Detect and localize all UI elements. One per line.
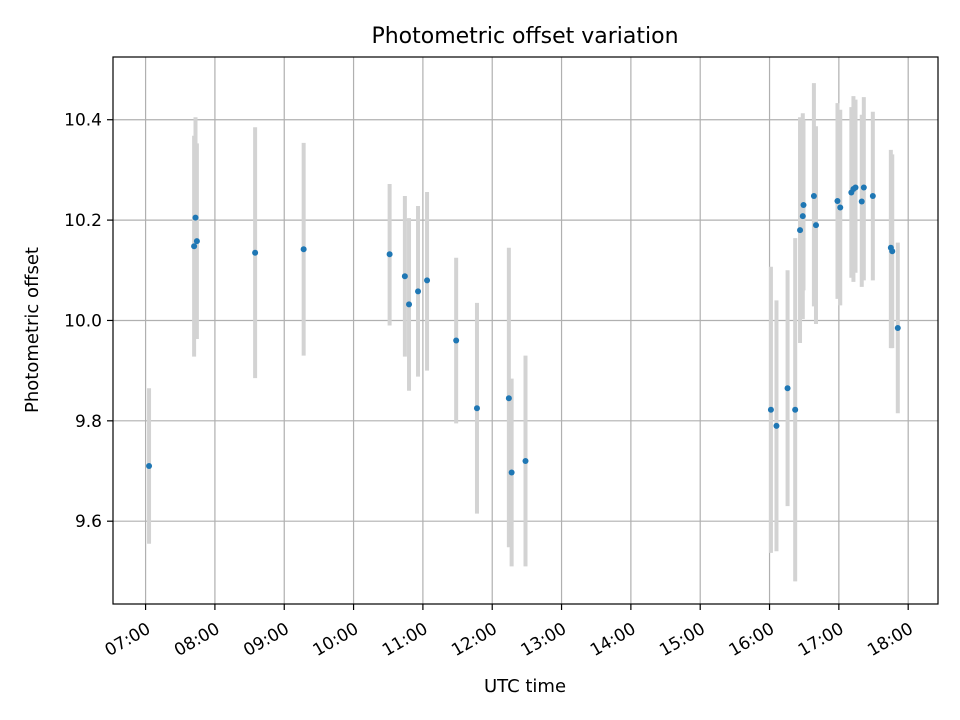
x-tick-label: 08:00 (171, 619, 223, 661)
y-tick-label: 10.4 (64, 111, 102, 131)
data-point (860, 184, 867, 191)
data-point (852, 184, 859, 191)
data-point (300, 246, 307, 253)
x-tick-label: 11:00 (379, 619, 431, 661)
x-tick-label: 15:00 (656, 619, 708, 661)
data-point (797, 227, 804, 234)
data-point (812, 222, 819, 229)
data-point (424, 277, 431, 284)
data-point (889, 248, 896, 255)
y-axis-label: Photometric offset (22, 247, 43, 413)
x-axis-label: UTC time (484, 676, 566, 697)
error-bars (147, 83, 900, 582)
x-tick-label: 10:00 (310, 619, 362, 661)
data-point (146, 462, 153, 469)
data-points (146, 184, 901, 476)
data-point (386, 251, 393, 258)
data-point (869, 193, 876, 200)
data-point (252, 249, 259, 256)
data-point (810, 193, 817, 200)
y-tick-label: 10.0 (64, 311, 102, 331)
data-point (799, 213, 806, 220)
data-point (191, 243, 198, 250)
chart-title: Photometric offset variation (371, 24, 678, 49)
data-point (415, 288, 422, 295)
data-point (800, 202, 807, 209)
data-point (401, 273, 408, 280)
data-point (192, 214, 199, 221)
x-tick-label: 09:00 (240, 619, 292, 661)
data-point (508, 469, 515, 476)
x-tick-label: 16:00 (726, 619, 778, 661)
y-tick-label: 9.6 (75, 512, 102, 532)
data-point (773, 422, 780, 429)
x-tick-label: 17:00 (795, 619, 847, 661)
x-tick-label: 14:00 (587, 619, 639, 661)
data-point (505, 395, 512, 402)
y-tick-label: 9.8 (75, 412, 102, 432)
x-axis-ticks: 07:00 08:00 09:00 10:00 11:00 12:00 13:00 14:00… (102, 604, 917, 661)
data-point (834, 198, 841, 205)
plot-frame (112, 56, 939, 605)
data-point (767, 406, 774, 413)
x-tick-label: 18:00 (864, 619, 916, 661)
data-point (406, 301, 413, 308)
data-point (453, 337, 460, 344)
data-point (837, 204, 844, 211)
data-point (193, 238, 200, 245)
data-point (894, 324, 901, 331)
x-tick-label: 12:00 (448, 619, 500, 661)
data-point (784, 385, 791, 392)
data-point (858, 198, 865, 205)
data-point (522, 457, 529, 464)
y-axis-ticks: 9.6 9.8 10.0 10.2 10.4 (64, 111, 113, 532)
data-point (792, 406, 799, 413)
x-tick-label: 13:00 (518, 619, 570, 661)
x-tick-label: 07:00 (102, 619, 154, 661)
data-point (473, 405, 480, 412)
y-tick-label: 10.2 (64, 211, 102, 231)
